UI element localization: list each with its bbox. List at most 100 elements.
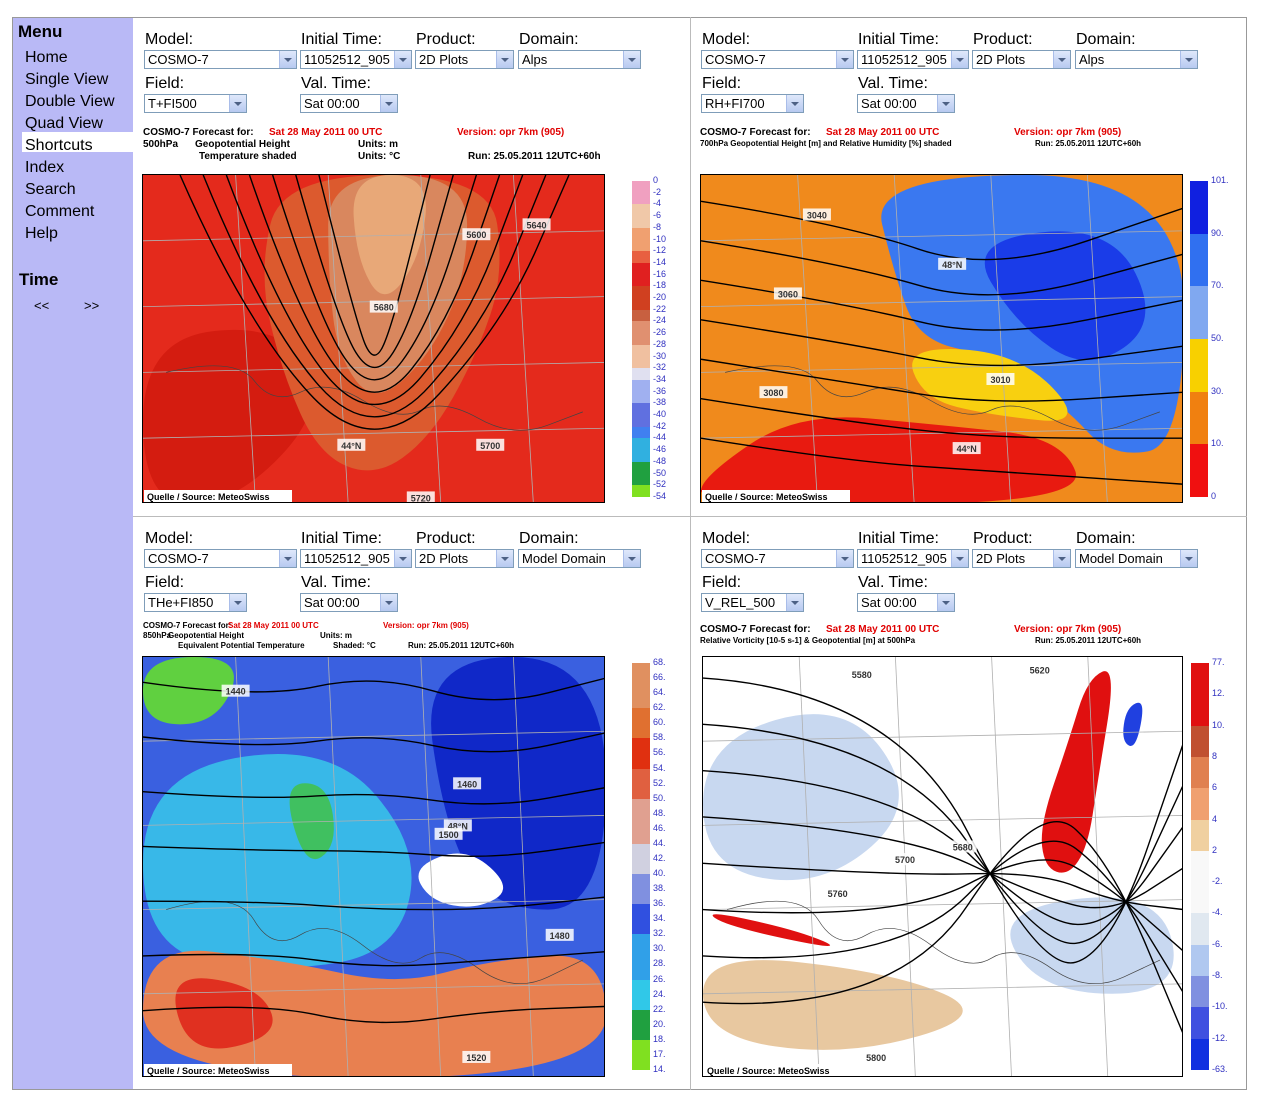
label-box: [891, 853, 920, 866]
dropdown[interactable]: 11052512_905: [857, 549, 969, 568]
menu-item[interactable]: Index: [25, 159, 65, 176]
label-box: [802, 208, 831, 221]
label-box: [522, 218, 551, 231]
dropdown-arrow[interactable]: [394, 550, 411, 567]
dropdown-arrow[interactable]: [836, 550, 853, 567]
dropdown-arrow[interactable]: [1180, 550, 1197, 567]
colorbar-segment: [632, 1054, 650, 1071]
dropdown-arrow[interactable]: [951, 51, 968, 68]
colorbar-segment: [632, 368, 650, 381]
colorbar-label: -32: [653, 362, 667, 373]
dropdown-arrow[interactable]: [1053, 550, 1070, 567]
form-label: Field:: [145, 75, 185, 92]
map-label: 44°N: [957, 444, 977, 454]
menu-title: Menu: [18, 22, 63, 41]
dropdown-arrow[interactable]: [380, 594, 397, 611]
dropdown-arrow[interactable]: [786, 594, 803, 611]
dropdown-arrow[interactable]: [623, 51, 640, 68]
dropdown-arrow[interactable]: [380, 95, 397, 112]
dropdown[interactable]: Sat 00:00: [300, 593, 398, 612]
colorbar-label: -6.: [1212, 938, 1223, 949]
colorbar-segment: [1191, 976, 1209, 1008]
colorbar-segment: [632, 309, 650, 322]
colorbar-segment: [1191, 1038, 1209, 1071]
menu-item[interactable]: Home: [25, 49, 68, 66]
forecast-version: Version: opr 7km (905): [1014, 624, 1122, 635]
colorbar-label: -4.: [1212, 907, 1223, 918]
colorbar-segment: [632, 678, 650, 694]
forecast-line: Relative Vorticity [10-5 s-1] & Geopoten…: [700, 636, 916, 645]
dropdown[interactable]: COSMO-7: [701, 549, 854, 568]
dropdown-arrow[interactable]: [836, 51, 853, 68]
dropdown[interactable]: RH+FI700: [701, 94, 804, 113]
dropdown[interactable]: COSMO-7: [144, 549, 297, 568]
colorbar-segment: [1190, 233, 1208, 287]
map-label: 3040: [807, 210, 827, 220]
dropdown-arrow[interactable]: [623, 550, 640, 567]
dropdown[interactable]: V_REL_500: [701, 593, 804, 612]
dropdown-arrow[interactable]: [1053, 51, 1070, 68]
dropdown-arrow[interactable]: [937, 95, 954, 112]
dropdown-arrow[interactable]: [937, 594, 954, 611]
map-label: 5760: [828, 889, 848, 899]
dropdown-arrow[interactable]: [229, 95, 246, 112]
menu-item[interactable]: Shortcuts: [25, 137, 93, 154]
colorbar-label: -63.: [1212, 1064, 1228, 1074]
menu-item[interactable]: Comment: [25, 203, 95, 220]
dropdown[interactable]: Alps: [1075, 50, 1198, 69]
dropdown-arrow[interactable]: [394, 51, 411, 68]
form-label: Initial Time:: [301, 530, 382, 547]
dropdown[interactable]: 11052512_905: [300, 549, 412, 568]
contour-line: [143, 1005, 604, 1024]
colorbar-label: 12.: [1212, 688, 1225, 699]
dropdown[interactable]: Sat 00:00: [857, 593, 955, 612]
menu-item[interactable]: Quad View: [25, 115, 103, 132]
dropdown[interactable]: T+FI500: [144, 94, 247, 113]
dropdown[interactable]: 11052512_905: [857, 50, 969, 69]
menu-item[interactable]: Single View: [25, 71, 109, 88]
dropdown[interactable]: Sat 00:00: [300, 94, 398, 113]
colorbar-label: 10.: [1211, 438, 1224, 449]
dropdown[interactable]: Alps: [518, 50, 641, 69]
dropdown[interactable]: Sat 00:00: [857, 94, 955, 113]
dropdown-arrow[interactable]: [279, 51, 296, 68]
label-box: [823, 886, 852, 899]
dropdown[interactable]: THe+FI850: [144, 593, 247, 612]
graticule: [513, 657, 534, 1076]
dropdown[interactable]: 2D Plots: [415, 549, 514, 568]
dropdown[interactable]: COSMO-7: [701, 50, 854, 69]
forecast-line: 500hPa: [143, 139, 179, 150]
dropdown-value: Sat 00:00: [861, 595, 917, 610]
contour-line: [143, 951, 604, 967]
dropdown[interactable]: 2D Plots: [972, 50, 1071, 69]
field-region: [289, 783, 334, 860]
dropdown[interactable]: Model Domain: [1075, 549, 1198, 568]
dropdown-arrow[interactable]: [1180, 51, 1197, 68]
menu-item[interactable]: Help: [25, 225, 58, 242]
dropdown[interactable]: Model Domain: [518, 549, 641, 568]
dropdown-arrow[interactable]: [496, 550, 513, 567]
dropdown-arrow[interactable]: [496, 51, 513, 68]
menu-item[interactable]: Search: [25, 181, 76, 198]
menu-item[interactable]: Double View: [25, 93, 115, 110]
dropdown[interactable]: 2D Plots: [972, 549, 1071, 568]
colorbar-label: 77.: [1212, 657, 1225, 667]
dropdown-arrow[interactable]: [229, 594, 246, 611]
time-next[interactable]: >>: [84, 298, 100, 313]
dropdown[interactable]: 2D Plots: [415, 50, 514, 69]
forecast-version: Version: opr 7km (905): [457, 127, 565, 138]
dropdown[interactable]: COSMO-7: [144, 50, 297, 69]
dropdown[interactable]: 11052512_905: [300, 50, 412, 69]
colorbar-segment: [632, 1039, 650, 1056]
contour-line: [701, 200, 1182, 261]
colorbar-segment: [632, 768, 650, 785]
time-prev[interactable]: <<: [34, 298, 50, 313]
dropdown-arrow[interactable]: [951, 550, 968, 567]
colorbar-label: 40.: [653, 868, 666, 879]
dropdown-arrow[interactable]: [279, 550, 296, 567]
graticule: [327, 657, 349, 1076]
colorbar-segment: [632, 216, 650, 229]
field-region: [984, 231, 1146, 361]
weather-map: 48°N 1440 1460 1480 1500 1520 Quelle / Source:…: [142, 656, 605, 1077]
dropdown-arrow[interactable]: [786, 95, 803, 112]
